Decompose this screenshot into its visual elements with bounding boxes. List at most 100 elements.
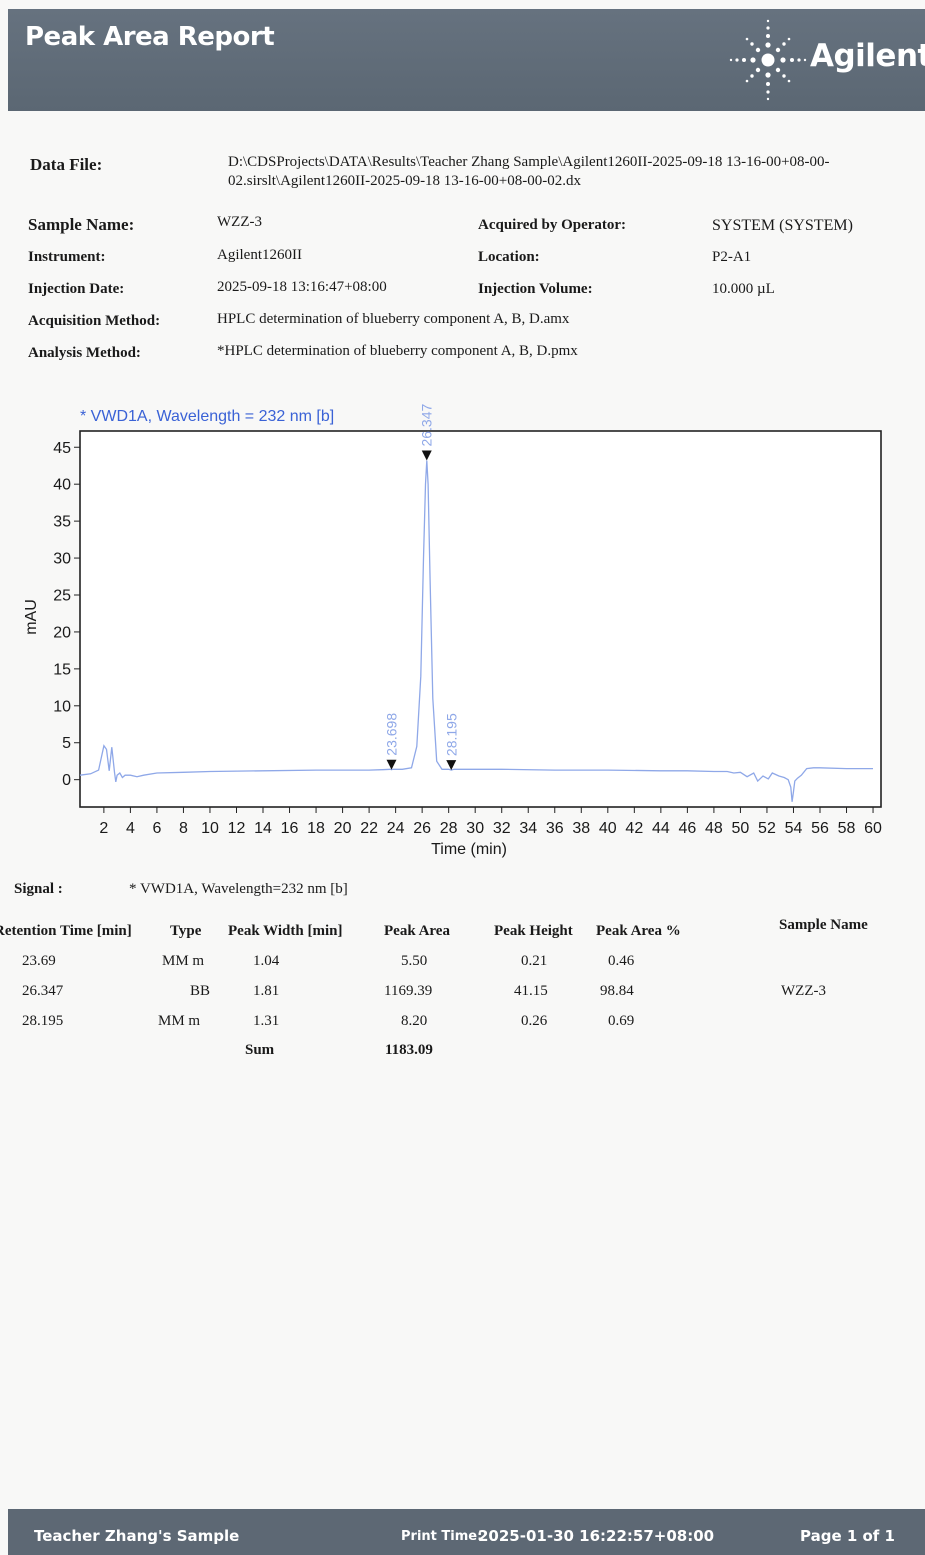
x-tick-label: 32 [493,820,511,837]
cell-area: 5.50 [401,953,428,969]
cell-area: 1169.39 [384,983,433,999]
injection-volume-value: 10.000 µL [712,281,775,297]
x-tick-label: 54 [785,820,803,837]
x-tick-label: 34 [519,820,537,837]
x-tick-label: 20 [334,820,352,837]
col-header-peak-width: Peak Width [min] [228,923,343,939]
x-tick-label: 8 [179,820,188,837]
peak-markers: 23.698 26.347 28.195 [384,404,459,771]
footer-page-number: Page 1 of 1 [800,1527,895,1545]
peak-marker-triangle [421,450,432,461]
cell-retention: 28.195 [22,1013,64,1029]
y-tick-label: 40 [53,477,71,494]
x-tick-label: 28 [440,820,458,837]
cell-type: MM m [162,953,205,969]
footer-print-time: 2025-01-30 16:22:57+08:00 [478,1527,715,1545]
col-header-peak-area-pct: Peak Area % [596,923,681,939]
cell-type: BB [190,983,211,999]
cell-height: 0.26 [521,1013,548,1029]
x-axis-label: Time (min) [431,841,507,858]
col-header-peak-height: Peak Height [494,923,573,939]
data-file-path: D:\CDSProjects\DATA\Results\Teacher Zhan… [228,153,908,191]
sum-value: 1183.09 [385,1042,433,1058]
footer-print-time-label: Print Time: [401,1529,483,1544]
y-tick-label: 0 [62,772,71,789]
cell-type: MM m [158,1013,201,1029]
report-title: Peak Area Report [25,22,275,52]
operator-label: Acquired by Operator: [478,217,627,233]
plot-area [79,430,882,808]
x-tick-label: 58 [838,820,856,837]
x-tick-label: 52 [758,820,776,837]
cell-area-pct: 0.69 [608,1013,635,1029]
x-tick-label: 38 [572,820,590,837]
x-tick-label: 46 [678,820,696,837]
y-axis-label: mAU [23,599,40,635]
data-file-label: Data File: [30,155,103,174]
y-tick-label: 30 [53,551,71,568]
x-tick-label: 50 [732,820,750,837]
cell-retention: 26.347 [22,983,64,999]
acquisition-method-value: HPLC determination of blueberry componen… [217,311,570,327]
sample-name-value: WZZ-3 [217,214,262,230]
y-tick-label: 45 [53,440,71,457]
x-tick-label: 56 [811,820,829,837]
x-tick-label: 4 [126,820,135,837]
cell-area: 8.20 [401,1013,428,1029]
x-tick-label: 18 [307,820,325,837]
data-file-path-line1: D:\CDSProjects\DATA\Results\Teacher Zhan… [228,154,830,170]
x-tick-label: 40 [599,820,617,837]
x-tick-label: 60 [864,820,882,837]
y-tick-label: 35 [53,514,71,531]
operator-value: SYSTEM (SYSTEM) [712,217,853,234]
signal-value: * VWD1A, Wavelength=232 nm [b] [129,881,348,897]
location-label: Location: [478,249,540,265]
y-tick-label: 20 [53,624,71,641]
footer-sample-title: Teacher Zhang's Sample [34,1527,240,1545]
x-tick-label: 44 [652,820,670,837]
x-tick-label: 14 [254,820,272,837]
cell-retention: 23.69 [22,953,56,969]
injection-volume-label: Injection Volume: [478,281,593,297]
x-axis-ticks: 2 4 6 8 10 12 14 16 18 20 22 24 26 28 30 32 34 36 38 40 42 44… [99,807,882,837]
x-tick-label: 48 [705,820,723,837]
x-tick-label: 30 [466,820,484,837]
peak-marker-triangle [386,759,397,770]
x-tick-label: 16 [281,820,299,837]
y-tick-label: 25 [53,587,71,604]
cell-area-pct: 0.46 [608,953,635,969]
acquisition-method-label: Acquisition Method: [28,313,161,329]
y-tick-label: 10 [53,698,71,715]
cell-sample: WZZ-3 [781,983,826,999]
cell-width: 1.31 [253,1013,280,1029]
instrument-value: Agilent1260II [217,247,302,263]
agilent-spark-logo-icon [729,19,807,101]
cell-height: 41.15 [514,983,548,999]
x-tick-label: 24 [387,820,405,837]
x-tick-label: 2 [99,820,108,837]
y-tick-label: 5 [62,735,71,752]
col-header-peak-area: Peak Area [384,923,450,939]
peak-marker-triangle [446,760,457,771]
cell-width: 1.81 [253,983,280,999]
x-tick-label: 6 [152,820,161,837]
report-footer-bar [8,1509,925,1555]
y-tick-label: 15 [53,661,71,678]
cell-width: 1.04 [253,953,280,969]
cell-area-pct: 98.84 [600,983,634,999]
analysis-method-label: Analysis Method: [28,345,141,361]
x-tick-label: 26 [413,820,431,837]
signal-label: Signal : [14,881,63,897]
x-tick-label: 12 [228,820,246,837]
injection-date-value: 2025-09-18 13:16:47+08:00 [217,279,387,295]
injection-date-label: Injection Date: [28,281,125,297]
chromatogram-chart: * VWD1A, Wavelength = 232 nm [b] mAU Tim… [23,404,882,858]
col-header-sample-name: Sample Name [779,917,868,933]
sum-label: Sum [245,1042,275,1058]
sample-name-label: Sample Name: [28,215,135,234]
signal-trace-line [79,460,873,802]
x-tick-label: 10 [201,820,219,837]
peak-retention-label: 26.347 [419,404,435,447]
x-tick-label: 42 [625,820,643,837]
peak-retention-label: 23.698 [384,713,400,756]
